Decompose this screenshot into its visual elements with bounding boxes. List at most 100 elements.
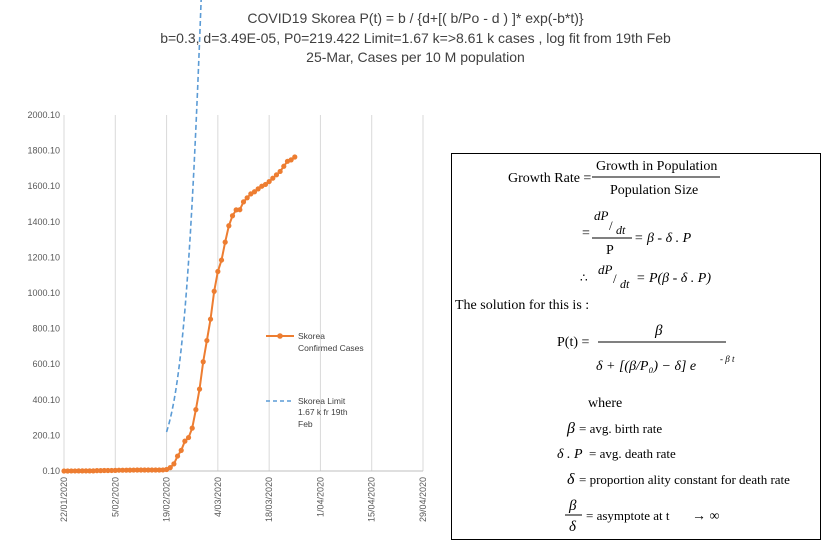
legend-label-confirmed-1: Skorea <box>298 331 325 341</box>
data-point <box>65 468 71 474</box>
x-tick-label: 15/04/2020 <box>367 477 377 522</box>
data-point <box>79 468 85 474</box>
data-point <box>233 207 239 213</box>
chart-subtitle-params: b=0.3, d=3.49E-05, P0=219.422 Limit=1.67… <box>160 29 671 46</box>
logistic-formula-box: Growth Rate = Growth in Population Popul… <box>451 153 821 540</box>
data-point <box>207 316 214 322</box>
data-point <box>178 447 184 453</box>
beta-symbol: β <box>566 420 575 437</box>
limit-fit-line <box>165 0 202 433</box>
data-point <box>68 468 74 474</box>
confirmed-cases-series <box>61 154 298 474</box>
chart-title-block: COVID19 Skorea P(t) = b / {d+[( b/Po - d… <box>0 9 831 68</box>
y-tick-label: 2000.10 <box>27 110 60 120</box>
data-point <box>262 181 269 188</box>
data-point <box>218 257 225 263</box>
pt-denominator: δ + [(β/P₀) − δ] e <box>596 359 696 374</box>
data-point <box>83 468 89 474</box>
asymptote-delta: δ <box>569 519 577 535</box>
x-tick-label: 22/01/2020 <box>59 477 69 522</box>
y-tick-label: 1600.10 <box>27 181 60 191</box>
where-label: where <box>588 396 622 411</box>
legend: Skorea Confirmed Cases Skorea Limit 1.67… <box>266 331 364 429</box>
data-point <box>156 467 162 473</box>
data-point <box>127 467 133 473</box>
x-tick-label: 5/02/2020 <box>110 477 120 517</box>
delta-definition: = proportion ality constant for death ra… <box>579 472 790 487</box>
y-tick-label: 1000.10 <box>27 288 60 298</box>
rhs-logistic: = P(β - δ . P) <box>636 271 711 286</box>
data-point <box>226 223 232 229</box>
data-point <box>196 386 203 392</box>
y-tick-label: 1400.10 <box>27 217 60 227</box>
therefore-symbol: ∴ <box>580 271 588 285</box>
data-point <box>134 467 140 473</box>
data-point <box>105 467 111 474</box>
data-point <box>123 467 129 473</box>
data-point <box>240 199 247 205</box>
data-point <box>277 168 283 175</box>
data-point <box>229 213 236 219</box>
gridlines <box>63 115 424 471</box>
y-tick-label: 600.10 <box>32 359 60 369</box>
data-point <box>255 186 261 192</box>
data-point <box>94 468 100 474</box>
data-point <box>266 178 272 185</box>
data-point <box>200 359 206 365</box>
beta-numerator: β <box>654 323 663 339</box>
asymptote-beta: β <box>568 498 577 514</box>
data-point <box>131 467 137 473</box>
y-tick-label: 200.10 <box>32 430 60 440</box>
pt-lhs: P(t) = <box>557 335 590 350</box>
data-point <box>152 467 159 473</box>
dpdt-top: dP <box>594 208 609 223</box>
beta-definition: = avg. birth rate <box>579 421 662 436</box>
dpdt2-bottom: dt <box>620 277 630 291</box>
growth-numerator: Growth in Population <box>596 159 717 174</box>
data-point <box>237 207 243 213</box>
chart-title: COVID19 Skorea P(t) = b / {d+[( b/Po - d… <box>247 10 584 26</box>
data-point <box>292 154 298 160</box>
p-denominator: P <box>606 243 614 258</box>
legend-label-limit-1: Skorea Limit <box>298 396 346 406</box>
delta-p-symbol: δ . P <box>557 447 583 462</box>
data-point <box>72 468 78 474</box>
data-point <box>222 239 228 245</box>
legend-marker-confirmed <box>277 333 283 339</box>
data-point <box>145 467 151 473</box>
data-point <box>109 467 115 474</box>
data-point <box>174 453 181 459</box>
data-point <box>273 172 280 178</box>
dpdt-bottom: dt <box>616 223 626 237</box>
y-tick-label: 400.10 <box>32 395 60 405</box>
data-point <box>182 438 188 444</box>
data-point <box>288 157 294 163</box>
data-point <box>116 467 122 473</box>
solution-text: The solution for this is : <box>455 298 589 313</box>
x-axis-ticks: 22/01/2020 5/02/2020 19/02/2020 4/03/2020 18… <box>59 477 428 522</box>
data-point <box>138 467 144 473</box>
data-point <box>281 163 287 169</box>
legend-label-limit-2: 1.67 k fr 19th <box>298 407 348 417</box>
data-point <box>251 189 258 195</box>
limit-fit-series <box>165 0 202 433</box>
equals-sign: = <box>582 226 590 241</box>
y-tick-label: 1800.10 <box>27 146 60 156</box>
data-point <box>61 468 67 474</box>
asymptote-definition: = asymptote at t <box>586 508 670 523</box>
arrow-infinity: → ∞ <box>692 509 720 524</box>
data-point <box>204 337 210 344</box>
dpdt2-slash: / <box>613 271 617 286</box>
y-axis-ticks: 0.10 200.10 400.10 600.10 800.10 1000.10 1200.… <box>27 110 60 476</box>
legend-label-limit-3: Feb <box>298 419 313 429</box>
x-tick-label: 29/04/2020 <box>418 477 428 522</box>
data-point <box>167 465 173 471</box>
legend-label-confirmed-2: Confirmed Cases <box>298 343 364 353</box>
confirmed-cases-line <box>64 156 296 472</box>
x-tick-label: 18/03/2020 <box>264 477 274 522</box>
delta-symbol: δ <box>567 471 575 488</box>
data-point <box>189 425 195 431</box>
delta-p-definition: = avg. death rate <box>589 446 676 461</box>
chart-subtitle-date: 25-Mar, Cases per 10 M population <box>306 49 525 65</box>
